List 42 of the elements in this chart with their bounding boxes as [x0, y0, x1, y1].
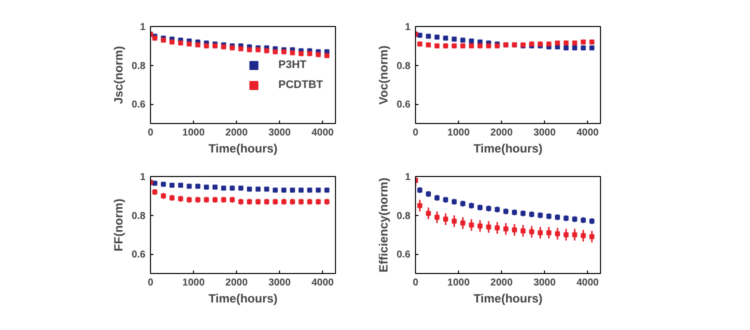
x-axis-title: Time(hours) [473, 142, 543, 156]
y-axis-title: Efficiency(norm) [376, 178, 391, 272]
x-tick-label: 4000 [311, 128, 334, 138]
y-tick-label: 0.6 [132, 250, 146, 261]
y-tick-label: 0.6 [396, 100, 411, 111]
x-axis-title: Time(hours) [208, 292, 278, 306]
x-tick-label: 3000 [268, 128, 292, 138]
y-tick-label: 0.6 [396, 250, 411, 261]
x-tick-label: 3000 [533, 128, 556, 138]
y-axis-title: Voc(norm) [376, 45, 391, 105]
y-axis-title: Jsc(norm) [112, 46, 126, 104]
x-tick-label: 2000 [490, 278, 514, 288]
y-tick-label: 0.6 [132, 100, 146, 111]
x-tick-label: 4000 [576, 278, 600, 288]
x-tick-label: 1000 [447, 128, 470, 138]
legend-label: P3HT [278, 58, 307, 70]
y-tick-label: 1 [404, 172, 411, 183]
x-tick-label: 3000 [533, 278, 556, 288]
x-tick-label: 0 [148, 128, 154, 138]
x-tick-label: 0 [412, 128, 419, 138]
x-tick-label: 1000 [182, 278, 206, 288]
y-tick-label: 0.8 [132, 210, 146, 222]
x-tick-label: 1000 [447, 278, 470, 288]
y-tick-label: 0.8 [396, 210, 411, 222]
x-tick-label: 2000 [225, 278, 248, 288]
x-axis-title: Time(hours) [208, 142, 278, 156]
x-tick-label: 2000 [225, 128, 248, 138]
y-tick-label: 1 [140, 172, 146, 183]
y-tick-label: 1 [404, 22, 411, 33]
x-tick-label: 0 [412, 278, 419, 288]
y-tick-label: 0.8 [132, 60, 146, 72]
x-tick-label: 0 [148, 278, 154, 288]
y-tick-label: 0.8 [396, 60, 411, 72]
x-tick-label: 4000 [576, 128, 600, 138]
x-tick-label: 2000 [490, 128, 514, 138]
legend-label: PCDTBT [278, 78, 323, 90]
x-tick-label: 1000 [182, 128, 206, 138]
y-tick-label: 1 [140, 22, 146, 33]
x-tick-label: 3000 [268, 278, 292, 288]
x-tick-label: 4000 [311, 278, 334, 288]
y-axis-title: FF(norm) [112, 198, 126, 252]
x-axis-title: Time(hours) [473, 292, 543, 306]
